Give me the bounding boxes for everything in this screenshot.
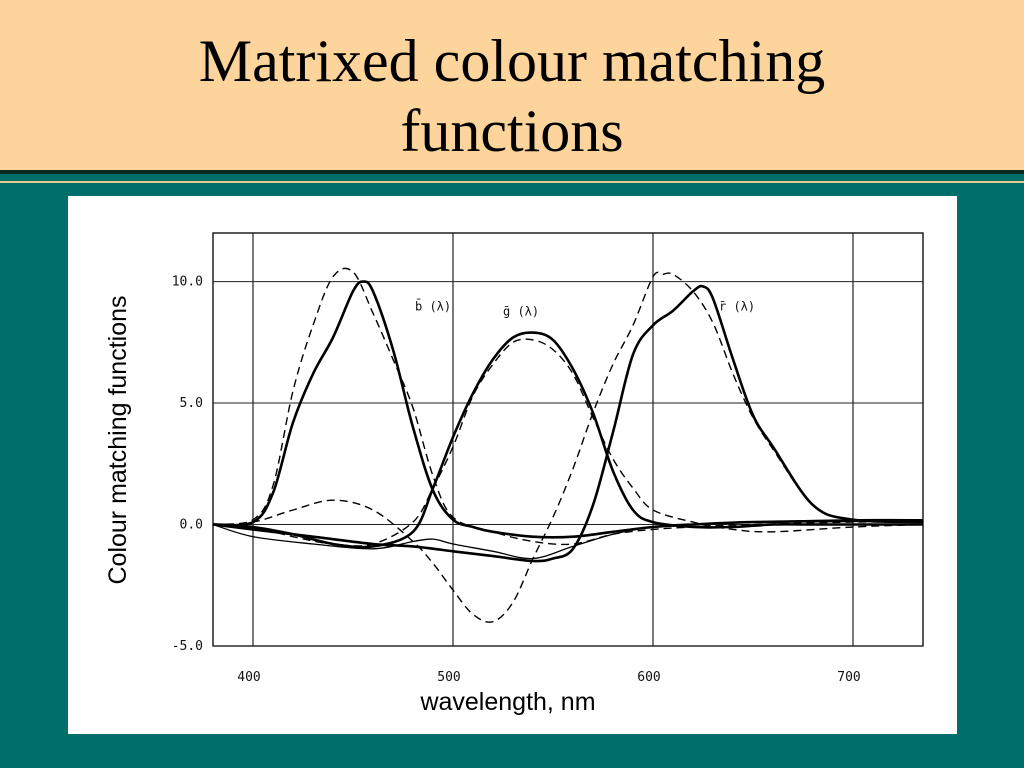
title-band: Matrixed colour matching functions (0, 0, 1024, 174)
series-line-3 (212, 284, 924, 563)
curve-label-1: b̄ (λ) (415, 299, 451, 314)
x-tick-label: 400 (237, 670, 260, 685)
y-tick-label: 0.0 (180, 518, 203, 533)
y-axis-label: Colour matching functions (104, 295, 132, 584)
y-tick-label: 5.0 (180, 396, 203, 411)
y-tick-label: 10.0 (172, 275, 203, 290)
slide-title-line-1: Matrixed colour matching (198, 28, 826, 94)
plot-frame (212, 232, 924, 647)
curve-label-2: ḡ (λ) (503, 305, 539, 319)
x-tick-label: 700 (837, 670, 860, 685)
slide-title-line-2: functions (400, 98, 624, 164)
series-line-6 (212, 338, 924, 547)
chart-panel: -5.0 0.0 5.0 10.0 400 500 600 700 wavelength, n… (68, 196, 957, 734)
x-tick-label: 500 (437, 670, 460, 685)
x-tick-label: 600 (637, 670, 660, 685)
title-divider (0, 181, 1024, 183)
x-axis-label: wavelength, nm (419, 688, 595, 716)
series-line-5 (212, 267, 924, 546)
series-line-7 (212, 271, 924, 623)
series-line-1 (212, 280, 924, 539)
chart-ticks: -5.0 0.0 5.0 10.0 400 500 600 700 (172, 275, 861, 685)
series-line-2 (212, 331, 923, 549)
curve-label-3: r̄ (λ) (719, 300, 755, 314)
chart-series (212, 267, 924, 623)
slide-title: Matrixed colour matching functions (0, 26, 1024, 166)
y-tick-label: -5.0 (172, 639, 203, 654)
series-line-4 (212, 518, 924, 560)
chart: -5.0 0.0 5.0 10.0 400 500 600 700 wavelength, n… (104, 232, 924, 716)
curve-labels: b̄ (λ) ḡ (λ) r̄ (λ) (415, 299, 755, 318)
chart-grid (212, 232, 924, 647)
